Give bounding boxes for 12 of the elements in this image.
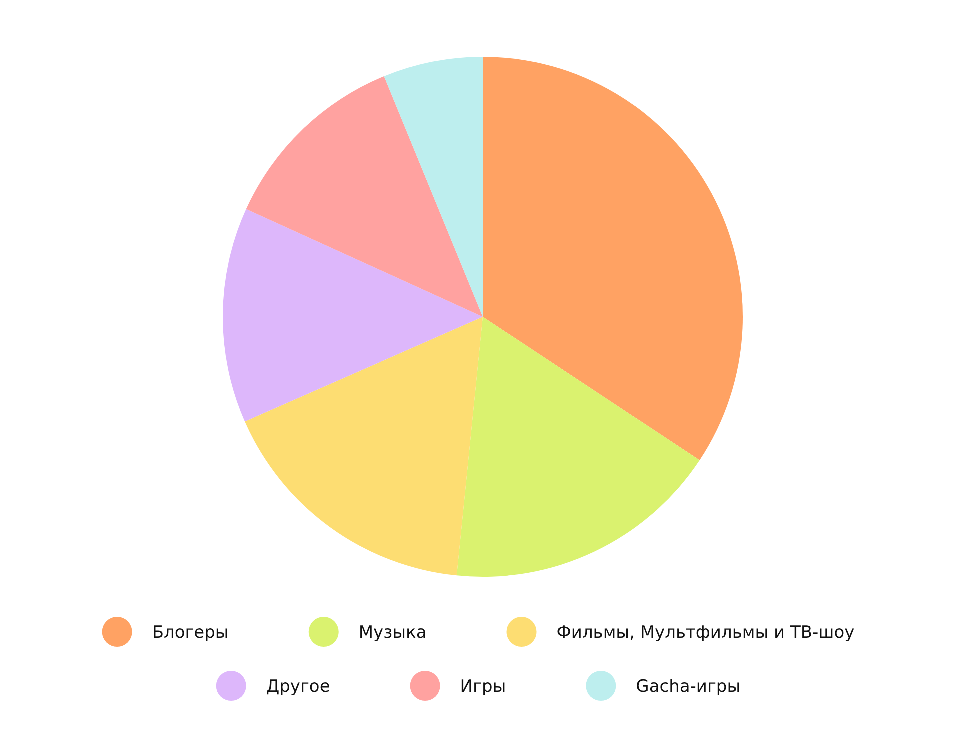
legend-label: Игры bbox=[460, 677, 506, 697]
legend-label: Музыка bbox=[358, 623, 427, 643]
pie-slice bbox=[246, 76, 483, 317]
pie-slice bbox=[223, 209, 483, 422]
pie-slice bbox=[384, 57, 483, 317]
legend-label: Блогеры bbox=[152, 623, 229, 643]
legend-label: Фильмы, Мультфильмы и ТВ-шоу bbox=[556, 623, 855, 643]
pie-slice bbox=[483, 57, 743, 460]
legend-label: Gacha-игры bbox=[636, 677, 741, 697]
pie-slice bbox=[245, 317, 483, 576]
legend-label: Другое bbox=[266, 677, 330, 697]
pie-slice bbox=[456, 317, 700, 577]
